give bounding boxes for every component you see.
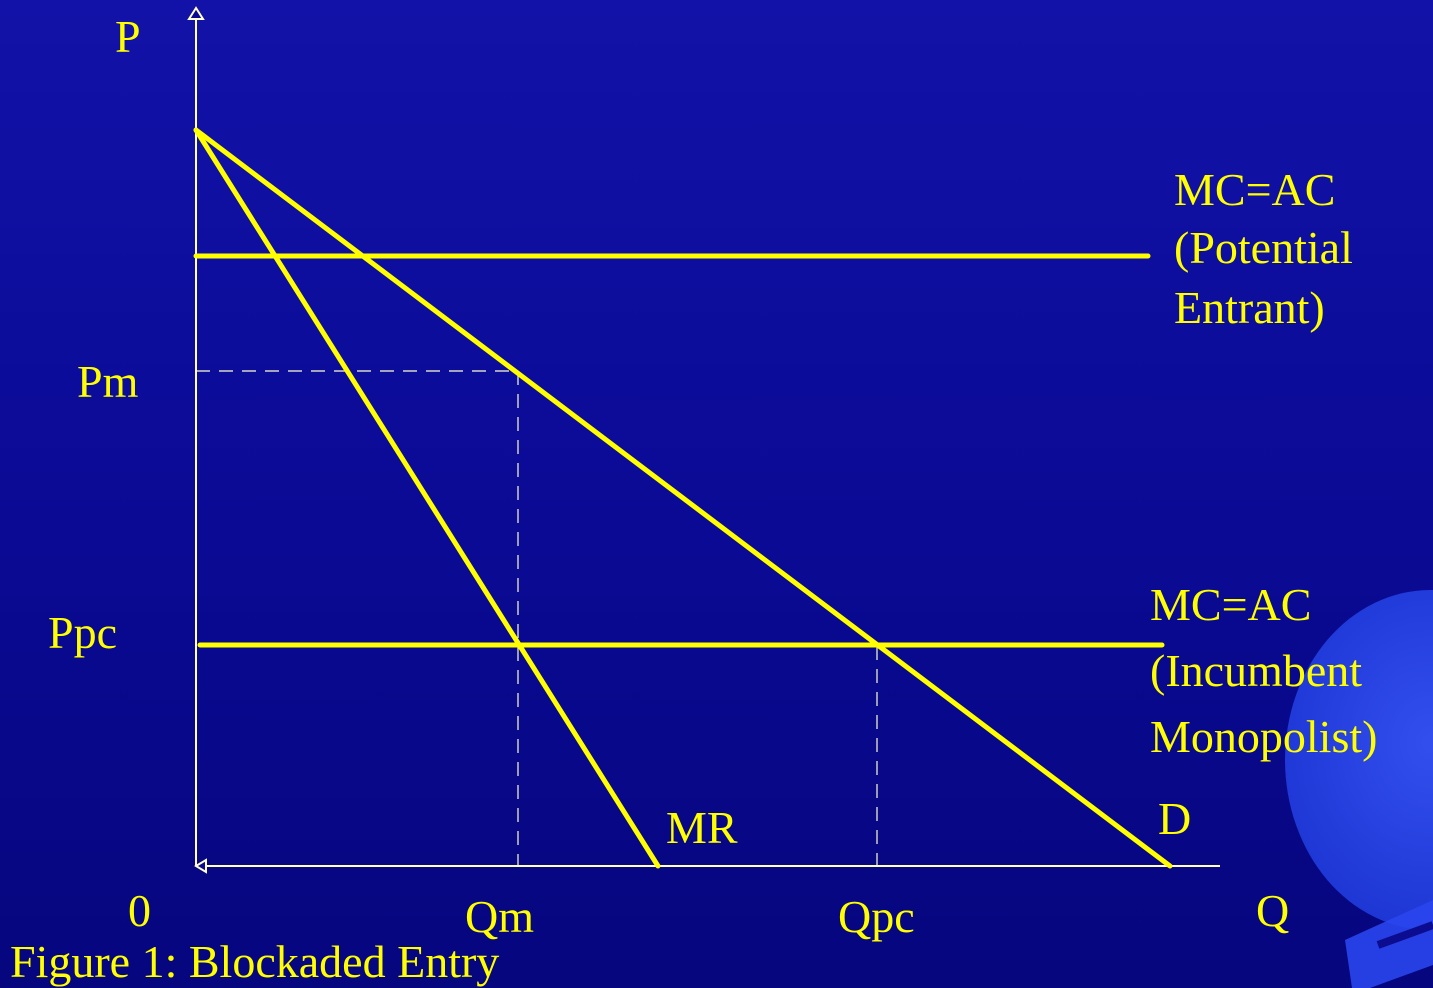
axes <box>187 6 1220 874</box>
origin-label: 0 <box>128 885 151 936</box>
demand-label: D <box>1158 793 1191 844</box>
ppc-label: Ppc <box>48 607 117 658</box>
qm-label: Qm <box>465 891 534 942</box>
figure-caption: Figure 1: Blockaded Entry <box>10 936 500 987</box>
incumbent-cost-label-line2: (Incumbent <box>1150 645 1362 696</box>
curves <box>193 127 1173 869</box>
y-axis-arrow <box>187 6 205 20</box>
mr-label: MR <box>666 802 738 853</box>
incumbent-cost-label-line3: Monopolist) <box>1150 711 1377 762</box>
guide-lines <box>196 370 878 866</box>
demand-curve <box>193 127 1173 869</box>
y-axis-label: P <box>115 11 141 62</box>
x-axis-arrow-origin <box>194 858 207 874</box>
pm-label: Pm <box>77 356 139 407</box>
entrant-cost-label-line2: (Potential <box>1174 222 1353 273</box>
entrant-cost-label-line1: MC=AC <box>1174 164 1335 215</box>
marginal-revenue-curve <box>193 127 661 869</box>
entrant-cost-label-line3: Entrant) <box>1174 282 1325 333</box>
incumbent-cost-label-line1: MC=AC <box>1150 579 1311 630</box>
qpc-label: Qpc <box>838 891 915 942</box>
decorative-globe <box>1285 590 1433 988</box>
x-axis-label: Q <box>1256 885 1289 936</box>
